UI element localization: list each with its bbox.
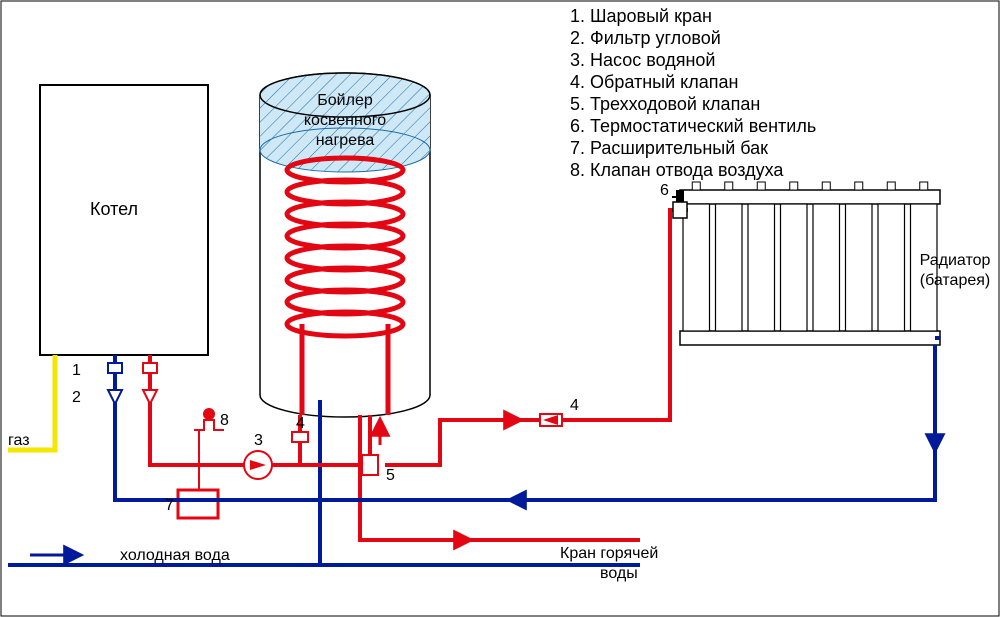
legend-item: 7. Расширительный бак bbox=[570, 138, 768, 158]
hot-tap-label-2: воды bbox=[600, 565, 638, 582]
callout-1: 1 bbox=[72, 362, 81, 379]
callout-4-right: 4 bbox=[570, 397, 579, 414]
legend: 1. Шаровый кран2. Фильтр угловой3. Насос… bbox=[570, 6, 816, 180]
legend-item: 4. Обратный клапан bbox=[570, 72, 738, 92]
flow-arrows bbox=[30, 400, 935, 555]
callout-8: 8 bbox=[220, 412, 229, 429]
hot-tap-label-1: Кран горячей bbox=[560, 545, 658, 562]
cold-pipes bbox=[8, 345, 935, 565]
boiler-unit: Котел bbox=[40, 85, 208, 355]
legend-item: 2. Фильтр угловой bbox=[570, 28, 721, 48]
callout-2: 2 bbox=[72, 389, 81, 406]
indirect-heater-label-1: Бойлер bbox=[317, 92, 373, 109]
heating-diagram: 1. Шаровый кран2. Фильтр угловой3. Насос… bbox=[0, 0, 1000, 617]
cold-water-label: холодная вода bbox=[120, 547, 230, 564]
callout-7: 7 bbox=[165, 497, 174, 514]
indirect-heater-label-3: нагрева bbox=[316, 132, 375, 149]
boiler-label: Котел bbox=[90, 199, 138, 219]
legend-item: 5. Трехходовой клапан bbox=[570, 94, 760, 114]
callout-6: 6 bbox=[660, 182, 669, 199]
radiator-label-1: Радиатор bbox=[920, 252, 991, 269]
callout-3: 3 bbox=[254, 432, 263, 449]
radiator-label-2: (батарея) bbox=[920, 272, 991, 289]
callout-5: 5 bbox=[386, 467, 395, 484]
gas-label: газ bbox=[8, 432, 30, 449]
callout-4-left: 4 bbox=[296, 415, 305, 432]
legend-item: 3. Насос водяной bbox=[570, 50, 715, 70]
indirect-heater-label-2: косвенного bbox=[304, 112, 386, 129]
legend-item: 6. Термостатический вентиль bbox=[570, 116, 816, 136]
gas-line: газ bbox=[8, 355, 55, 450]
radiator bbox=[672, 182, 940, 345]
legend-item: 8. Клапан отвода воздуха bbox=[570, 160, 784, 180]
legend-item: 1. Шаровый кран bbox=[570, 6, 712, 26]
